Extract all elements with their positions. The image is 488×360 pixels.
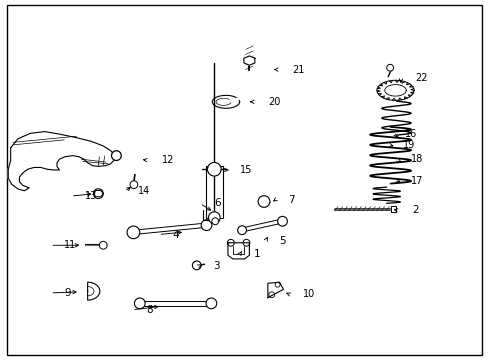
Text: 7: 7 — [288, 195, 294, 206]
Polygon shape — [390, 206, 396, 212]
Circle shape — [93, 189, 103, 198]
Text: 14: 14 — [138, 186, 150, 197]
Polygon shape — [267, 282, 283, 298]
Circle shape — [99, 241, 107, 249]
Circle shape — [208, 212, 220, 224]
Circle shape — [111, 151, 121, 161]
Text: 9: 9 — [64, 288, 71, 298]
Polygon shape — [87, 282, 100, 300]
Bar — [205, 166, 223, 218]
Text: 16: 16 — [405, 129, 417, 139]
Text: 11: 11 — [64, 240, 76, 250]
Text: 15: 15 — [239, 165, 251, 175]
Text: 21: 21 — [292, 64, 304, 75]
Text: 20: 20 — [267, 97, 280, 107]
Text: 3: 3 — [212, 261, 219, 271]
Text: 8: 8 — [146, 305, 152, 315]
Polygon shape — [227, 243, 249, 259]
Text: 13: 13 — [84, 191, 97, 201]
Polygon shape — [244, 56, 254, 65]
Text: 2: 2 — [412, 206, 418, 216]
Text: 4: 4 — [172, 230, 179, 239]
Text: 1: 1 — [254, 248, 260, 258]
Text: 22: 22 — [414, 73, 427, 83]
Polygon shape — [8, 132, 115, 191]
Circle shape — [258, 196, 269, 207]
Text: 5: 5 — [279, 236, 285, 246]
Text: 10: 10 — [303, 289, 315, 299]
Polygon shape — [212, 95, 239, 108]
Circle shape — [205, 298, 216, 309]
Polygon shape — [376, 80, 413, 100]
Text: 18: 18 — [410, 154, 423, 164]
Circle shape — [277, 216, 287, 226]
Circle shape — [134, 298, 145, 309]
Circle shape — [192, 261, 201, 270]
Text: 17: 17 — [410, 176, 423, 186]
Text: 19: 19 — [402, 140, 414, 150]
Circle shape — [237, 226, 246, 235]
Text: 12: 12 — [162, 155, 174, 165]
Circle shape — [201, 220, 211, 230]
Text: 6: 6 — [213, 198, 220, 208]
Circle shape — [211, 218, 218, 225]
Circle shape — [386, 64, 393, 71]
Circle shape — [130, 181, 138, 189]
Circle shape — [127, 226, 140, 239]
Circle shape — [207, 162, 221, 176]
